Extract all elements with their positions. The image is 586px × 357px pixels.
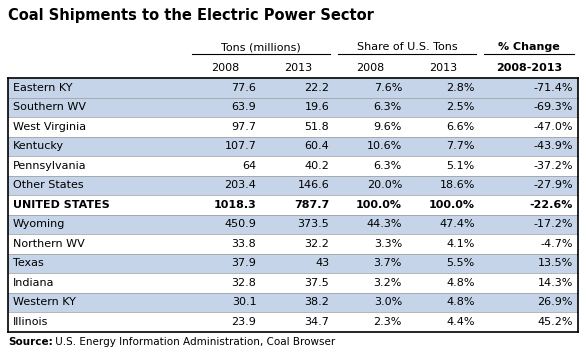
Text: Indiana: Indiana	[13, 278, 54, 288]
Text: 2.3%: 2.3%	[374, 317, 402, 327]
Text: 43: 43	[315, 258, 329, 268]
Text: 3.2%: 3.2%	[374, 278, 402, 288]
Text: 7.7%: 7.7%	[447, 141, 475, 151]
Text: 20.0%: 20.0%	[367, 180, 402, 190]
Text: 5.5%: 5.5%	[447, 258, 475, 268]
Text: Western KY: Western KY	[13, 297, 76, 307]
Text: 2.5%: 2.5%	[447, 102, 475, 112]
Text: 64: 64	[242, 161, 256, 171]
Text: 4.8%: 4.8%	[447, 297, 475, 307]
Text: 4.8%: 4.8%	[447, 278, 475, 288]
Text: 30.1: 30.1	[231, 297, 256, 307]
Text: 97.7: 97.7	[231, 122, 256, 132]
Text: 37.5: 37.5	[304, 278, 329, 288]
Text: 6.3%: 6.3%	[374, 161, 402, 171]
Bar	[8, 253, 578, 273]
Text: 373.5: 373.5	[298, 219, 329, 229]
Text: 63.9: 63.9	[231, 102, 256, 112]
Text: Pennsylvania: Pennsylvania	[13, 161, 87, 171]
Text: 51.8: 51.8	[304, 122, 329, 132]
Text: -4.7%: -4.7%	[540, 239, 573, 249]
Text: 7.6%: 7.6%	[374, 83, 402, 93]
Text: 3.0%: 3.0%	[374, 297, 402, 307]
Text: 19.6: 19.6	[304, 102, 329, 112]
Text: 2008: 2008	[211, 63, 239, 73]
Text: % Change: % Change	[498, 42, 560, 52]
Text: 787.7: 787.7	[294, 200, 329, 210]
Text: UNITED STATES: UNITED STATES	[13, 200, 110, 210]
Text: Share of U.S. Tons: Share of U.S. Tons	[357, 42, 457, 52]
Text: -47.0%: -47.0%	[533, 122, 573, 132]
Bar	[8, 176, 578, 195]
Text: Eastern KY: Eastern KY	[13, 83, 73, 93]
Bar	[8, 292, 578, 312]
Text: 3.3%: 3.3%	[374, 239, 402, 249]
Text: -71.4%: -71.4%	[533, 83, 573, 93]
Text: 44.3%: 44.3%	[366, 219, 402, 229]
Text: 32.8: 32.8	[231, 278, 256, 288]
Text: 26.9%: 26.9%	[537, 297, 573, 307]
Text: 4.1%: 4.1%	[447, 239, 475, 249]
Text: 107.7: 107.7	[224, 141, 256, 151]
Text: 38.2: 38.2	[304, 297, 329, 307]
Text: Wyoming: Wyoming	[13, 219, 66, 229]
Text: 37.9: 37.9	[231, 258, 256, 268]
Text: -27.9%: -27.9%	[533, 180, 573, 190]
Text: Tons (millions): Tons (millions)	[222, 42, 301, 52]
Text: Illinois: Illinois	[13, 317, 49, 327]
Text: 450.9: 450.9	[224, 219, 256, 229]
Text: 4.4%: 4.4%	[447, 317, 475, 327]
Text: 2008: 2008	[356, 63, 384, 73]
Bar	[8, 97, 578, 117]
Text: 77.6: 77.6	[231, 83, 256, 93]
Text: 40.2: 40.2	[304, 161, 329, 171]
Text: -37.2%: -37.2%	[533, 161, 573, 171]
Text: 2.8%: 2.8%	[447, 83, 475, 93]
Text: West Virginia: West Virginia	[13, 122, 86, 132]
Text: Coal Shipments to the Electric Power Sector: Coal Shipments to the Electric Power Sec…	[8, 8, 374, 23]
Text: 6.3%: 6.3%	[374, 102, 402, 112]
Text: 146.6: 146.6	[298, 180, 329, 190]
Text: -17.2%: -17.2%	[533, 219, 573, 229]
Text: Northern WV: Northern WV	[13, 239, 85, 249]
Text: 60.4: 60.4	[304, 141, 329, 151]
Text: -69.3%: -69.3%	[534, 102, 573, 112]
Text: 18.6%: 18.6%	[440, 180, 475, 190]
Text: 5.1%: 5.1%	[447, 161, 475, 171]
Text: U.S. Energy Information Administration, Coal Browser: U.S. Energy Information Administration, …	[52, 337, 335, 347]
Text: 22.2: 22.2	[304, 83, 329, 93]
Text: Source:: Source:	[8, 337, 53, 347]
Text: -43.9%: -43.9%	[533, 141, 573, 151]
Text: 14.3%: 14.3%	[537, 278, 573, 288]
Text: 100.0%: 100.0%	[356, 200, 402, 210]
Text: 100.0%: 100.0%	[429, 200, 475, 210]
Bar	[8, 78, 578, 97]
Bar	[8, 136, 578, 156]
Text: 203.4: 203.4	[224, 180, 256, 190]
Text: -22.6%: -22.6%	[530, 200, 573, 210]
Text: Other States: Other States	[13, 180, 84, 190]
Text: 13.5%: 13.5%	[538, 258, 573, 268]
Text: 2008-2013: 2008-2013	[496, 63, 562, 73]
Text: 9.6%: 9.6%	[374, 122, 402, 132]
Text: 2013: 2013	[284, 63, 312, 73]
Text: 47.4%: 47.4%	[440, 219, 475, 229]
Text: 6.6%: 6.6%	[447, 122, 475, 132]
Bar	[8, 215, 578, 234]
Text: 3.7%: 3.7%	[374, 258, 402, 268]
Text: Kentucky: Kentucky	[13, 141, 64, 151]
Text: 23.9: 23.9	[231, 317, 256, 327]
Text: 32.2: 32.2	[304, 239, 329, 249]
Text: Texas: Texas	[13, 258, 44, 268]
Text: Southern WV: Southern WV	[13, 102, 86, 112]
Text: 1018.3: 1018.3	[213, 200, 256, 210]
Text: 45.2%: 45.2%	[537, 317, 573, 327]
Text: 33.8: 33.8	[231, 239, 256, 249]
Text: 34.7: 34.7	[304, 317, 329, 327]
Text: 10.6%: 10.6%	[367, 141, 402, 151]
Text: 2013: 2013	[430, 63, 458, 73]
